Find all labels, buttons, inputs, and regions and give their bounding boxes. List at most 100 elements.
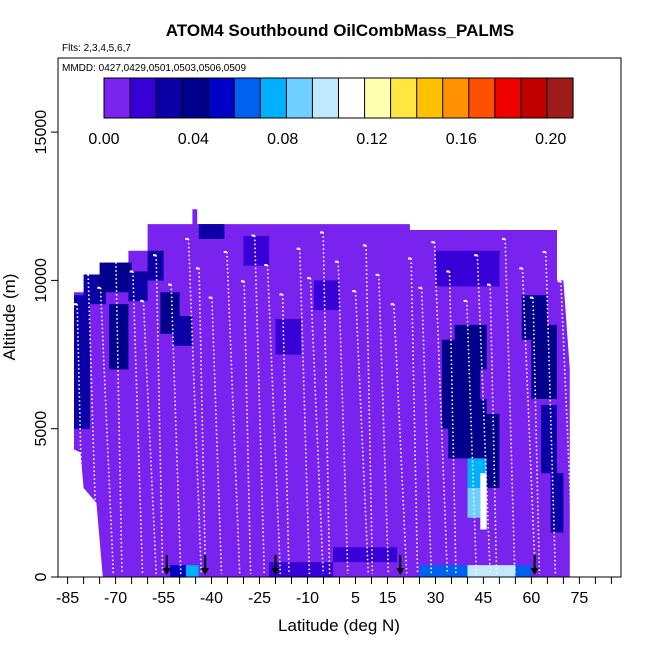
x-tick-label: -55 bbox=[152, 590, 175, 607]
flight-track bbox=[142, 300, 157, 575]
colorbar-tick-label: 0.20 bbox=[535, 131, 566, 148]
heatmap-cell bbox=[109, 304, 129, 370]
flight-track bbox=[114, 242, 123, 575]
x-tick-label: 60 bbox=[523, 590, 541, 607]
colorbar-segment bbox=[364, 78, 392, 118]
colorbar-segment bbox=[468, 78, 496, 118]
colorbar-segment bbox=[416, 78, 444, 118]
colorbar-frame bbox=[103, 77, 574, 119]
flight-arrow bbox=[201, 555, 210, 575]
x-tick-label: 75 bbox=[571, 590, 589, 607]
heatmap-cell bbox=[550, 473, 564, 533]
flight-track bbox=[170, 284, 182, 575]
y-tick-label: 15000 bbox=[33, 110, 50, 155]
flight-track bbox=[433, 242, 449, 575]
flight-arrow-head bbox=[530, 568, 539, 575]
flight-arrow bbox=[530, 555, 539, 575]
colorbar-segment bbox=[494, 78, 522, 118]
x-tick-label: 30 bbox=[427, 590, 445, 607]
colorbar-tick-label: 0.04 bbox=[178, 131, 209, 148]
flight-arrow bbox=[162, 555, 171, 575]
flight-track bbox=[253, 235, 266, 575]
dates-label: MMDD: 0427,0429,0501,0503,0506,0509 bbox=[62, 63, 246, 74]
heatmap-cell bbox=[269, 562, 334, 577]
heatmap-cell bbox=[173, 316, 193, 346]
flight-arrow bbox=[271, 555, 280, 575]
colorbar-segment bbox=[156, 78, 183, 118]
flight-track bbox=[521, 268, 537, 575]
heatmap-cell bbox=[515, 565, 532, 577]
flight-track bbox=[337, 261, 349, 575]
flight-track bbox=[476, 255, 491, 575]
heatmap-cell bbox=[467, 565, 516, 577]
colorbar-segment bbox=[520, 78, 548, 118]
colorbar-segment bbox=[104, 78, 131, 118]
flight-track bbox=[198, 268, 207, 575]
heatmap-cell bbox=[186, 565, 199, 577]
flight-track bbox=[410, 258, 419, 575]
heatmap-cell bbox=[128, 271, 148, 302]
colorbar: 0.00 0.04 0.08 0.12 0.16 0.20 bbox=[88, 77, 574, 148]
flight-track bbox=[489, 284, 498, 575]
colorbar-segment bbox=[338, 78, 366, 118]
colorbar-segment bbox=[390, 78, 418, 118]
flight-arrow-head bbox=[396, 568, 405, 575]
flight-arrows bbox=[162, 555, 539, 575]
flight-track bbox=[86, 258, 99, 575]
heatmap-cell bbox=[147, 250, 164, 281]
heatmap-cell bbox=[541, 405, 557, 474]
colorbar-segment bbox=[312, 78, 340, 118]
heatmap-cell bbox=[486, 413, 500, 488]
heatmap-cell bbox=[448, 399, 487, 459]
heatmap-cell bbox=[419, 565, 468, 577]
x-tick-label: -70 bbox=[104, 590, 127, 607]
x-axis-label: Latitude (deg N) bbox=[278, 616, 400, 635]
y-tick-label: 5000 bbox=[33, 411, 50, 447]
y-axis: 0 5000 10000 15000 bbox=[33, 110, 59, 581]
flight-arrow-head bbox=[271, 568, 280, 575]
x-tick-label: -85 bbox=[56, 590, 79, 607]
colorbar-segment bbox=[208, 78, 235, 118]
x-axis: -85 -70 -55 -40 -25 -10 5 15 30 45 60 75 bbox=[56, 576, 621, 607]
heatmap-cell bbox=[243, 235, 270, 266]
heatmap-cell bbox=[313, 280, 340, 311]
x-tick-label: 5 bbox=[351, 590, 360, 607]
x-tick-label: -25 bbox=[248, 590, 271, 607]
colorbar-tick-label: 0.12 bbox=[356, 131, 387, 148]
heatmap-cell bbox=[170, 565, 199, 577]
y-tick-label: 0 bbox=[33, 572, 50, 581]
y-axis-label: Altitude (m) bbox=[0, 274, 19, 361]
heatmap-cell bbox=[435, 250, 500, 287]
flight-track bbox=[309, 278, 324, 575]
flight-track bbox=[448, 271, 457, 575]
data-envelope bbox=[74, 209, 570, 578]
x-tick-label: -10 bbox=[296, 590, 319, 607]
flight-track bbox=[243, 281, 252, 575]
heatmap-cell bbox=[333, 547, 398, 563]
flight-track bbox=[281, 294, 290, 575]
heatmap-cell bbox=[198, 224, 225, 239]
colorbar-tick-label: 0.00 bbox=[88, 131, 119, 148]
x-tick-label: 45 bbox=[475, 590, 493, 607]
flight-track bbox=[76, 304, 85, 575]
colorbar-segment bbox=[234, 78, 261, 118]
flight-track bbox=[545, 251, 557, 575]
heatmap-cell bbox=[480, 473, 487, 530]
flight-track bbox=[155, 255, 164, 575]
flight-track bbox=[226, 251, 241, 575]
flights-label: Flts: 2,3,4,5,6,7 bbox=[62, 43, 131, 54]
flight-track bbox=[393, 304, 408, 575]
y-tick-label: 10000 bbox=[33, 258, 50, 303]
flight-arrow-head bbox=[162, 568, 171, 575]
heatmap-cell bbox=[74, 295, 90, 429]
colorbar-segment bbox=[442, 78, 470, 118]
flight-track bbox=[466, 300, 478, 575]
colorbar-segment bbox=[130, 78, 157, 118]
flight-track bbox=[322, 232, 331, 575]
flight-arrow-head bbox=[201, 568, 210, 575]
x-tick-label: -40 bbox=[200, 590, 223, 607]
flight-track-lines bbox=[74, 231, 575, 575]
heatmap-cell bbox=[275, 319, 302, 355]
